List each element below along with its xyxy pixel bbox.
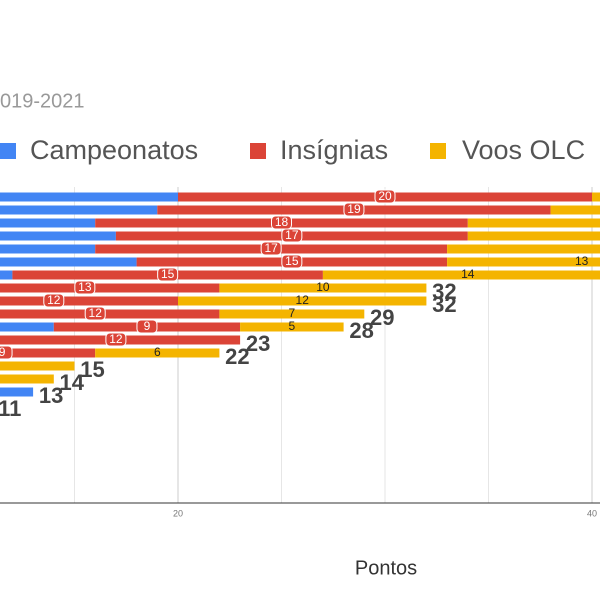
data-label-box [281,254,303,269]
bar-segment [0,387,34,397]
data-label: 19 [347,202,361,216]
bar-segment [219,309,365,319]
data-label-box [260,241,282,256]
data-label-box [43,293,65,308]
x-tick-label: 20 [173,508,183,518]
data-label-box [74,280,96,295]
legend-swatch [430,143,446,159]
data-label: 9 [144,319,151,333]
bar-segment [240,322,344,332]
bar-segment [322,270,600,280]
data-label: 5 [289,319,296,333]
total-label: 29 [370,305,394,330]
data-label: 15 [161,267,175,281]
total-label: 22 [225,344,249,369]
data-label: 15 [285,254,299,268]
legend-label: Voos OLC [462,135,585,165]
data-label-box [157,267,179,282]
x-tick-label: 40 [587,508,597,518]
data-label: 14 [461,267,475,281]
bar-segment [0,361,75,371]
total-label: 23 [246,331,270,356]
bar-segment [0,322,54,332]
data-label: 6 [154,345,161,359]
bar-segment [0,231,116,241]
data-label: 12 [109,332,123,346]
total-label: 15 [80,357,104,382]
bar-segment [0,283,220,293]
data-label: 20 [378,189,392,203]
data-label: 7 [289,306,296,320]
total-label: 13 [39,383,63,408]
bar-segment [95,348,220,358]
bar-segment [550,205,600,215]
chart-title: 019-2021 [0,90,85,112]
bar-segment [467,218,600,228]
bar-segment [0,309,220,319]
bar-segment [0,374,54,384]
bar-segment [219,283,427,293]
data-label-box [281,228,303,243]
bar-segment [447,244,600,254]
data-label: 12 [296,293,310,307]
legend-swatch [250,143,266,159]
data-label: 10 [316,280,330,294]
data-label: 18 [275,215,289,229]
bar-segment [0,192,178,202]
data-label-box [271,215,292,230]
data-label: 17 [285,228,299,242]
total-label: 32 [432,279,456,304]
data-label: 13 [575,254,589,268]
bar-segment [0,218,96,228]
data-label-box [343,202,365,217]
bar-segment [0,348,96,358]
bar-segment [0,244,96,254]
total-label: 28 [349,318,373,343]
legend-label: Insígnias [280,135,388,165]
data-label-box [105,332,127,347]
x-axis-label: Pontos [355,557,417,579]
bar-segment [178,296,427,306]
bar-segment [592,192,600,202]
bar-segment [447,257,600,267]
data-label: 9 [0,345,6,359]
bar-segment [0,205,158,215]
data-label: 12 [47,293,61,307]
legend-swatch [0,143,16,159]
data-label-box [136,319,158,334]
bar-segment [467,231,600,241]
data-label-box [84,306,106,321]
bar-segment [0,257,137,267]
data-label: 12 [89,306,103,320]
total-label: 32 [432,292,456,317]
data-label: 13 [78,280,92,294]
bar-segment [0,296,178,306]
total-label: 14 [60,370,85,395]
total-label: 11 [0,396,21,421]
legend-label: Campeonatos [30,135,198,165]
bar-segment [0,270,13,280]
data-label: 17 [264,241,278,255]
data-label-box [374,189,396,204]
data-label-box [0,345,13,360]
